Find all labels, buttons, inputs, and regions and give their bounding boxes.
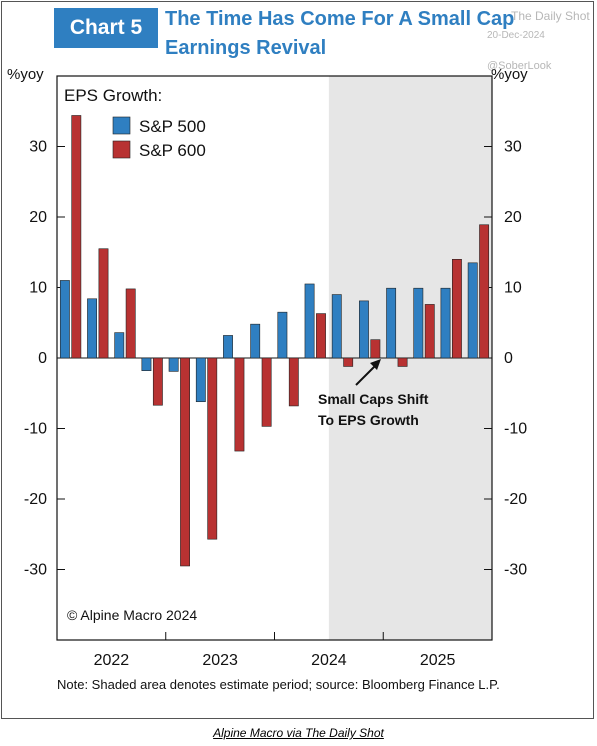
y-tick-label-right: -10 <box>504 421 527 438</box>
sp600-bar-2024Q1 <box>288 357 299 407</box>
sp500-bar-2023Q4 <box>250 323 261 359</box>
y-tick-label-right: 10 <box>504 280 522 297</box>
sp500-bar-2022Q4 <box>141 357 152 371</box>
annotation-arrow-head <box>370 359 381 370</box>
footer-credit-link[interactable]: Alpine Macro via The Daily Shot <box>213 726 384 740</box>
y-tick-label-right: -20 <box>504 491 527 508</box>
sp500-bar-2024Q4 <box>359 300 369 359</box>
chart-title-line-2: Earnings Revival <box>165 37 327 59</box>
x-year-label: 2024 <box>311 652 347 669</box>
y-axis-unit-right: %yoy <box>491 66 528 83</box>
y-axis-unit-left: %yoy <box>7 66 44 83</box>
y-tick-label-left: 0 <box>38 350 47 367</box>
legend-title: EPS Growth: <box>64 86 162 105</box>
sp500-bar-2025Q2 <box>413 287 424 359</box>
sp600-bar-2022Q3 <box>125 288 136 359</box>
copyright-label: © Alpine Macro 2024 <box>67 607 197 623</box>
sp500-bar-2023Q3 <box>223 335 233 359</box>
sp500-bar-2025Q3 <box>440 287 451 359</box>
sp600-bar-2024Q2 <box>316 313 326 359</box>
legend-swatch-sp500 <box>112 116 131 135</box>
sp500-bar-2024Q1 <box>277 311 288 359</box>
sp500-bar-2022Q1 <box>59 280 70 359</box>
sp600-bar-2024Q4 <box>370 339 381 359</box>
sp600-bar-2025Q2 <box>424 304 435 359</box>
sp500-bar-2024Q2 <box>304 283 315 359</box>
annotation-text-line: To EPS Growth <box>318 412 419 428</box>
sp600-bar-2022Q2 <box>98 248 109 359</box>
y-tick-label-left: 30 <box>29 139 47 156</box>
x-year-label: 2025 <box>420 652 456 669</box>
chart-number-badge: Chart 5 <box>54 8 158 48</box>
sp500-bar-2025Q1 <box>386 287 397 359</box>
sp600-bar-2022Q4 <box>152 357 163 406</box>
sp600-bar-2024Q3 <box>343 357 354 367</box>
sp600-bar-2023Q2 <box>207 357 218 540</box>
y-tick-label-left: -20 <box>24 491 47 508</box>
chart-note: Note: Shaded area denotes estimate perio… <box>57 677 500 692</box>
legend-swatch-sp600 <box>112 140 131 159</box>
sp500-bar-2025Q4 <box>467 262 478 359</box>
chart-title-line-1: The Time Has Come For A Small Cap <box>165 8 515 30</box>
sp500-bar-2022Q3 <box>114 332 125 359</box>
sp500-bar-2023Q2 <box>195 357 206 403</box>
sp600-bar-2023Q3 <box>234 357 245 452</box>
y-tick-label-right: 20 <box>504 209 522 226</box>
eps-growth-chart: -30 -30 -20 -20 -10 -10 0 0 10 10 20 20 30 30 2022 2023… <box>24 75 527 669</box>
sp600-bar-2023Q1 <box>180 357 190 567</box>
sp600-bar-2025Q4 <box>479 224 490 359</box>
sp500-bar-2023Q1 <box>168 357 179 372</box>
y-tick-label-left: -10 <box>24 421 47 438</box>
sp600-bar-2025Q1 <box>397 357 408 367</box>
annotation-text-line: Small Caps Shift <box>318 391 429 407</box>
y-tick-label-left: -30 <box>24 562 47 579</box>
y-tick-label-left: 10 <box>29 280 47 297</box>
sp500-bar-2022Q2 <box>87 298 97 359</box>
legend-label-sp500: S&P 500 <box>139 117 206 136</box>
y-tick-label-right: 0 <box>504 350 513 367</box>
x-year-label: 2023 <box>202 652 238 669</box>
sp600-bar-2023Q4 <box>261 357 272 427</box>
sp500-bar-2024Q3 <box>331 294 342 359</box>
watermark-handle: @SoberLook <box>487 60 552 72</box>
y-tick-label-right: -30 <box>504 562 527 579</box>
watermark-source: The Daily Shot <box>511 9 590 23</box>
sp600-bar-2022Q1 <box>71 115 82 359</box>
watermark-date: 20-Dec-2024 <box>487 30 545 41</box>
x-year-label: 2022 <box>94 652 130 669</box>
y-tick-label-right: 30 <box>504 139 522 156</box>
legend-label-sp600: S&P 600 <box>139 141 206 160</box>
y-tick-label-left: 20 <box>29 209 47 226</box>
sp600-bar-2025Q3 <box>452 258 462 359</box>
